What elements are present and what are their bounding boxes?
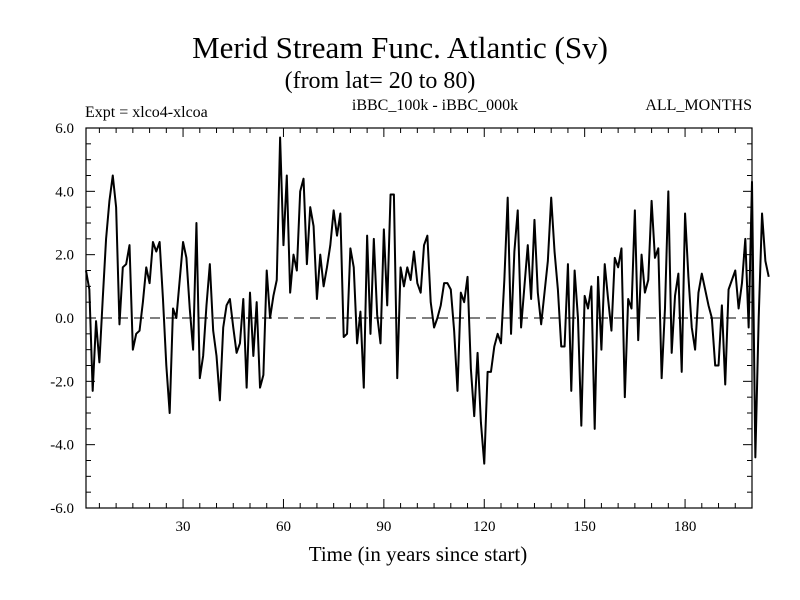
y-tick-label: 0.0	[55, 311, 74, 327]
y-tick-label: -4.0	[50, 438, 74, 454]
x-tick-label: 120	[473, 519, 496, 535]
period-label: ALL_MONTHS	[645, 97, 752, 114]
axis-tick-labels: 30 60 90 120 150 180 -6.0 -4.0 -2.0 0.0 2.0 4.0 6.0	[50, 121, 696, 535]
x-tick-label: 90	[376, 519, 391, 535]
chart-subtitle: (from lat= 20 to 80)	[285, 68, 476, 94]
axis-ticks	[86, 127, 752, 509]
x-tick-label: 180	[674, 519, 697, 535]
y-tick-label: 6.0	[55, 121, 74, 137]
x-axis-label: Time (in years since start)	[309, 542, 528, 566]
x-tick-label: 60	[276, 519, 291, 535]
y-tick-label: 2.0	[55, 248, 74, 264]
x-tick-label: 150	[573, 519, 596, 535]
y-tick-label: -6.0	[50, 501, 74, 517]
experiment-label: Expt = xlco4-xlcoa	[85, 104, 208, 121]
x-tick-label: 30	[176, 519, 191, 535]
series-line	[85, 136, 770, 465]
y-tick-label: 4.0	[55, 184, 74, 200]
plot-frame	[85, 127, 753, 509]
chart-title: Merid Stream Func. Atlantic (Sv)	[192, 30, 608, 65]
y-tick-label: -2.0	[50, 374, 74, 390]
comparison-label: iBBC_100k - iBBC_000k	[352, 97, 518, 114]
